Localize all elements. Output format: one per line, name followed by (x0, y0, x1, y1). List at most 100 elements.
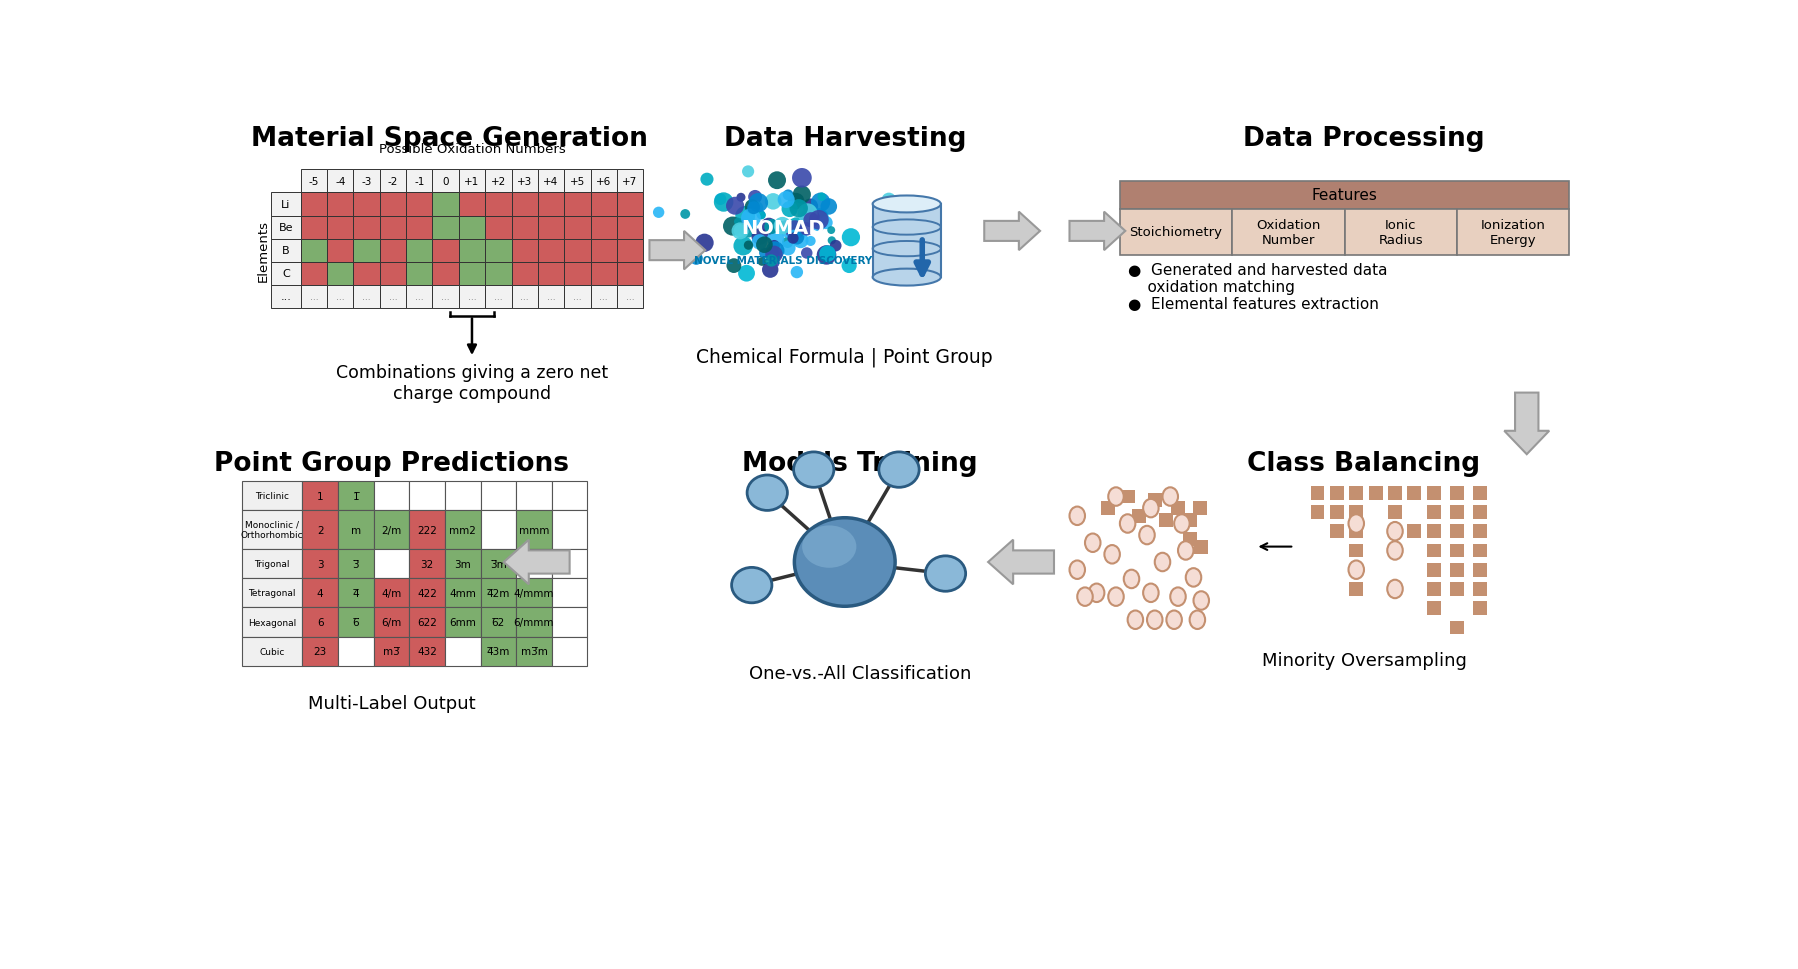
Text: Possible Oxidation Numbers: Possible Oxidation Numbers (379, 143, 565, 156)
Bar (1311, 506, 1325, 519)
Text: ...: ... (574, 293, 583, 301)
Ellipse shape (879, 453, 919, 487)
Bar (485, 193, 511, 216)
Bar (1388, 506, 1402, 519)
Circle shape (800, 248, 813, 260)
Text: Point Group Predictions: Point Group Predictions (214, 451, 568, 477)
Text: 1: 1 (316, 491, 324, 501)
Text: -5: -5 (309, 176, 318, 187)
Polygon shape (984, 212, 1039, 251)
Text: ...: ... (361, 293, 370, 301)
Ellipse shape (1147, 610, 1163, 629)
Polygon shape (503, 540, 570, 584)
Text: 422: 422 (417, 588, 437, 598)
Text: ...: ... (336, 293, 345, 301)
Bar (485, 239, 511, 263)
Bar (1428, 525, 1440, 539)
Circle shape (748, 191, 762, 204)
Bar (590, 286, 617, 308)
Circle shape (831, 240, 841, 252)
Text: Trigonal: Trigonal (254, 559, 289, 569)
Bar (458, 171, 485, 193)
Bar (480, 637, 516, 667)
Bar (374, 482, 410, 511)
Circle shape (737, 221, 750, 234)
Text: Tetragonal: Tetragonal (248, 589, 297, 598)
Bar (538, 239, 565, 263)
Bar (327, 239, 354, 263)
Polygon shape (1505, 393, 1550, 454)
Bar (511, 239, 538, 263)
Circle shape (800, 208, 820, 228)
Bar (271, 263, 300, 286)
Ellipse shape (1388, 542, 1402, 560)
Circle shape (780, 223, 797, 238)
Bar (338, 578, 374, 608)
Ellipse shape (1178, 542, 1194, 560)
Bar (300, 193, 327, 216)
Bar (538, 171, 565, 193)
Bar (241, 549, 302, 578)
Bar (458, 193, 485, 216)
Bar (1183, 532, 1197, 547)
Text: Ionization
Energy: Ionization Energy (1482, 218, 1546, 246)
Bar (1473, 563, 1487, 577)
Text: -1: -1 (414, 176, 424, 187)
Bar (538, 216, 565, 239)
Bar (327, 286, 354, 308)
Circle shape (764, 194, 782, 210)
Circle shape (793, 186, 811, 204)
Text: Be: Be (279, 223, 293, 233)
Bar (379, 263, 406, 286)
Text: Features: Features (1313, 188, 1377, 203)
Circle shape (701, 173, 714, 186)
Text: ...: ... (309, 293, 318, 301)
Circle shape (723, 217, 743, 236)
Text: Hexagonal: Hexagonal (248, 618, 297, 627)
Ellipse shape (1190, 610, 1205, 629)
Bar (271, 193, 300, 216)
Circle shape (780, 221, 791, 231)
Bar (485, 171, 511, 193)
Text: 6: 6 (316, 617, 324, 627)
Circle shape (793, 169, 811, 188)
Text: ...: ... (280, 292, 291, 302)
Text: 1̅: 1̅ (352, 491, 360, 501)
Text: Chemical Formula | Point Group: Chemical Formula | Point Group (696, 347, 992, 366)
Bar (1331, 506, 1343, 519)
Text: ...: ... (626, 293, 635, 301)
Circle shape (752, 234, 768, 250)
Text: 4: 4 (316, 588, 324, 598)
Circle shape (762, 263, 779, 278)
Circle shape (734, 218, 743, 227)
Bar (1194, 540, 1208, 554)
Bar (354, 239, 379, 263)
Text: +1: +1 (464, 176, 480, 187)
Text: ●  Generated and harvested data
    oxidation matching: ● Generated and harvested data oxidation… (1127, 263, 1386, 295)
Text: 32: 32 (421, 559, 433, 569)
Ellipse shape (732, 568, 771, 603)
Bar (302, 482, 338, 511)
Circle shape (757, 212, 766, 220)
Text: +7: +7 (622, 176, 638, 187)
Text: m3̅m: m3̅m (521, 646, 547, 657)
Ellipse shape (1108, 487, 1124, 506)
Bar (300, 171, 327, 193)
Text: mm2: mm2 (450, 525, 476, 535)
Circle shape (744, 241, 753, 251)
Bar (552, 482, 588, 511)
Bar (485, 286, 511, 308)
Bar (590, 171, 617, 193)
Bar (1473, 486, 1487, 500)
Bar (1449, 621, 1464, 635)
Text: ...: ... (415, 293, 424, 301)
Bar (374, 549, 410, 578)
Bar (1428, 486, 1440, 500)
Bar (511, 193, 538, 216)
Bar (1331, 486, 1343, 500)
Bar (1160, 514, 1174, 527)
Bar (1428, 582, 1440, 596)
Text: 2: 2 (316, 525, 324, 535)
Text: +6: +6 (597, 176, 611, 187)
Circle shape (726, 259, 741, 273)
